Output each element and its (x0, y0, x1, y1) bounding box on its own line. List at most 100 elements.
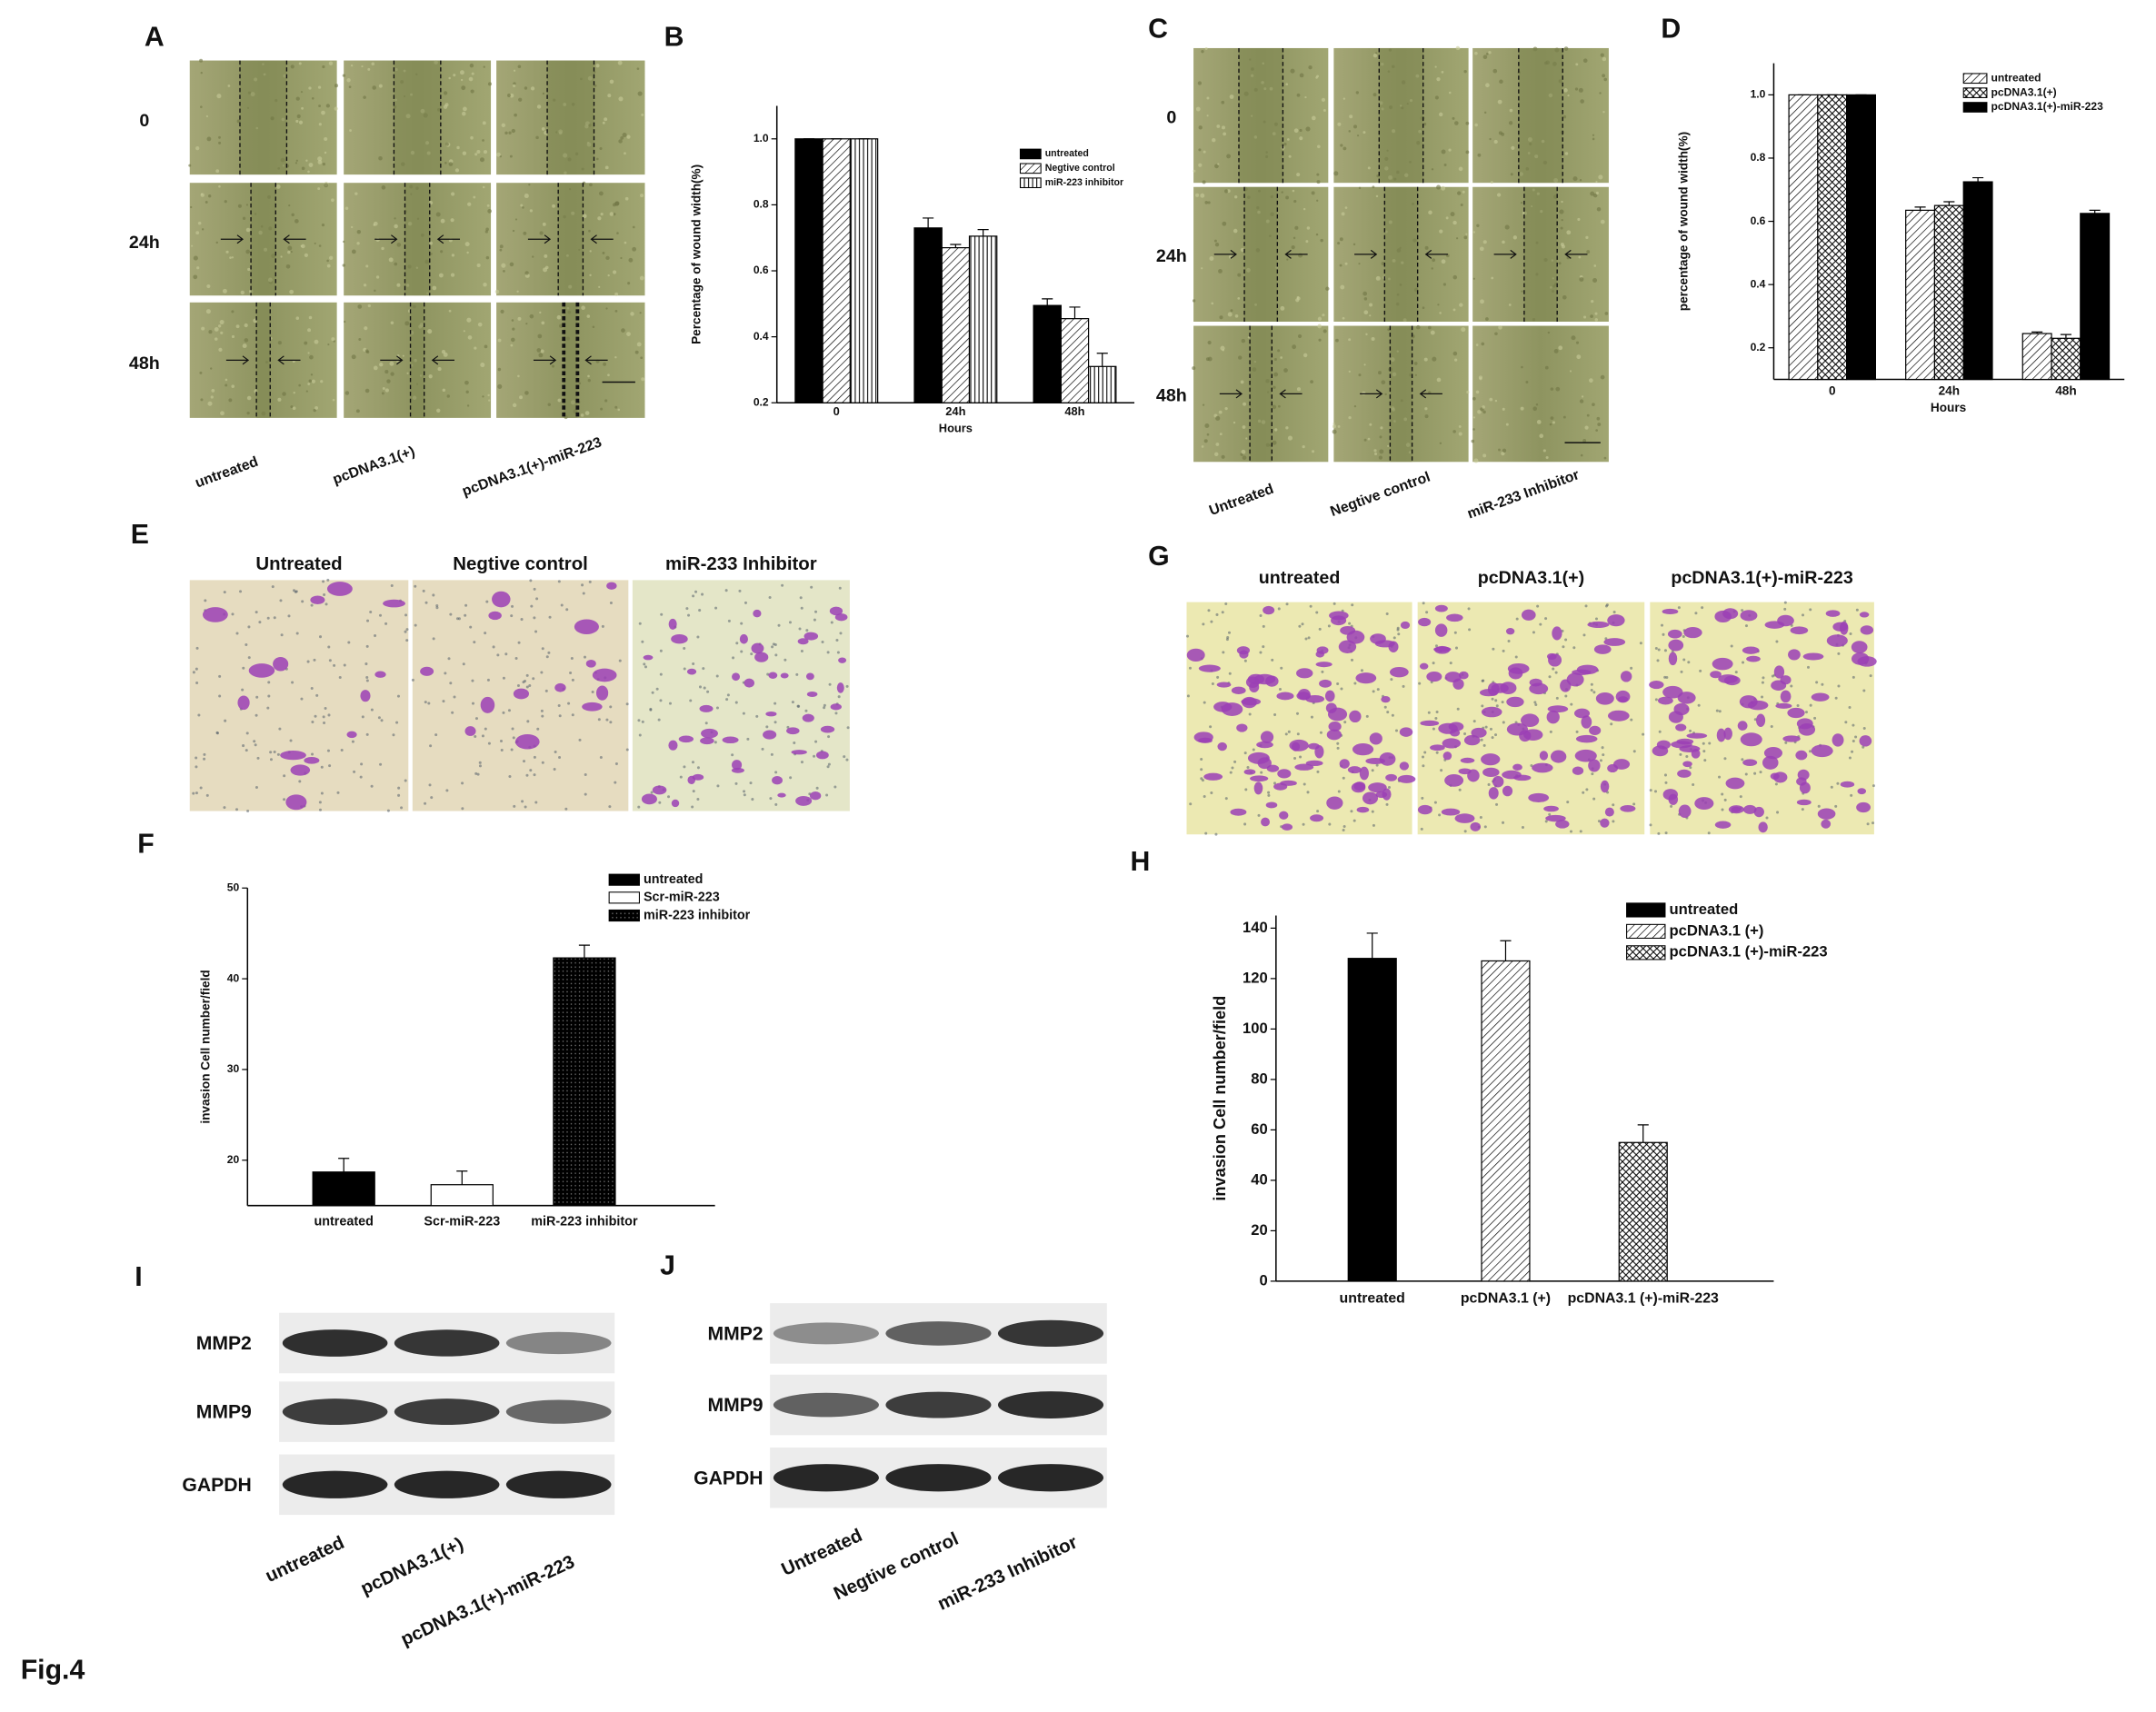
pore (1815, 681, 1819, 684)
y-tick-label: 0.8 (754, 198, 769, 211)
cell-texture (1214, 243, 1220, 247)
cell-texture (1272, 404, 1277, 410)
pore (1316, 810, 1320, 813)
pore (1482, 743, 1486, 747)
pore (478, 761, 482, 764)
stained-cell (1253, 673, 1276, 685)
cell-texture (451, 192, 455, 196)
pore (715, 674, 719, 678)
pore (560, 603, 564, 607)
cell-texture (462, 151, 467, 155)
pore (486, 678, 490, 682)
arrow (584, 355, 608, 365)
pore (1423, 751, 1427, 754)
stained-cell (1528, 792, 1550, 802)
cell-texture (317, 85, 322, 89)
cell-texture (1485, 52, 1489, 55)
stained-cell (554, 682, 566, 692)
pore (1262, 645, 1265, 649)
cell-texture (1304, 95, 1307, 99)
cell-texture (522, 206, 524, 209)
cell-texture (1592, 134, 1595, 136)
cell-texture (1496, 193, 1502, 197)
cell-texture (598, 285, 601, 288)
legend-label: pcDNA3.1(+)-miR-223 (1991, 100, 2103, 113)
stained-cell (1507, 662, 1530, 674)
cell-texture (1285, 426, 1289, 430)
cell-texture (1452, 351, 1458, 356)
cell-texture (1348, 370, 1351, 373)
pore (1287, 730, 1291, 733)
cell-texture (1465, 233, 1468, 235)
stained-cell (686, 668, 697, 675)
pore (584, 773, 587, 777)
legend-swatch (1626, 923, 1666, 939)
cell-texture (318, 244, 322, 247)
cell-texture (1214, 164, 1219, 169)
cell-texture (307, 170, 310, 174)
cell-texture (318, 123, 322, 126)
cell-texture (1547, 331, 1551, 334)
cell-texture (451, 254, 455, 257)
pore (1862, 727, 1866, 731)
pore (380, 719, 384, 722)
cell-texture (1375, 194, 1379, 198)
cell-texture (450, 218, 454, 223)
cell-texture (456, 145, 460, 150)
cell-texture (582, 214, 587, 219)
stained-cell (1458, 768, 1472, 775)
pore (414, 623, 417, 627)
pore (696, 766, 700, 770)
stained-cell (830, 703, 842, 711)
cell-texture (1372, 53, 1378, 58)
cell-texture (201, 228, 205, 231)
cell-texture (470, 135, 474, 140)
cell-texture (529, 314, 534, 319)
cell-texture (618, 96, 624, 102)
pore (279, 599, 283, 602)
pore (1375, 763, 1379, 767)
cell-texture (1214, 452, 1219, 457)
stained-cell (722, 736, 739, 744)
pore (333, 663, 336, 667)
pore (343, 663, 346, 667)
pore (195, 681, 199, 685)
stained-cell (1444, 773, 1464, 787)
stained-cell (1502, 785, 1513, 797)
cell-texture (1580, 453, 1583, 457)
cell-texture (487, 393, 490, 397)
pore (484, 632, 487, 635)
pore (1491, 736, 1494, 740)
cell-texture (1481, 342, 1485, 346)
cell-texture (1443, 163, 1447, 166)
cell-texture (343, 240, 345, 244)
column-label: untreated (194, 454, 261, 492)
pore (1872, 821, 1875, 825)
pore (320, 791, 324, 795)
x-tick-label: Scr-miR-223 (424, 1215, 500, 1229)
pore (1189, 802, 1193, 806)
pore (651, 691, 654, 694)
cell-texture (304, 341, 308, 345)
pore (1421, 796, 1424, 800)
cell-texture (1317, 316, 1323, 321)
pore (242, 666, 245, 670)
pore (195, 667, 198, 671)
cell-texture (1296, 295, 1300, 299)
pore (533, 773, 536, 777)
cell-texture (381, 185, 386, 190)
cell-texture (1473, 458, 1479, 463)
pore (1353, 682, 1357, 685)
pore (813, 754, 816, 758)
cell-texture (1574, 87, 1579, 91)
pore (557, 703, 561, 708)
cell-texture (1602, 74, 1606, 78)
legend-label: pcDNA3.1 (+) (1669, 921, 1763, 939)
pore (1210, 791, 1213, 795)
error-bar (1096, 353, 1108, 367)
pore (1200, 768, 1203, 771)
pore (827, 762, 831, 766)
pore (267, 694, 271, 698)
pore (1809, 703, 1812, 707)
